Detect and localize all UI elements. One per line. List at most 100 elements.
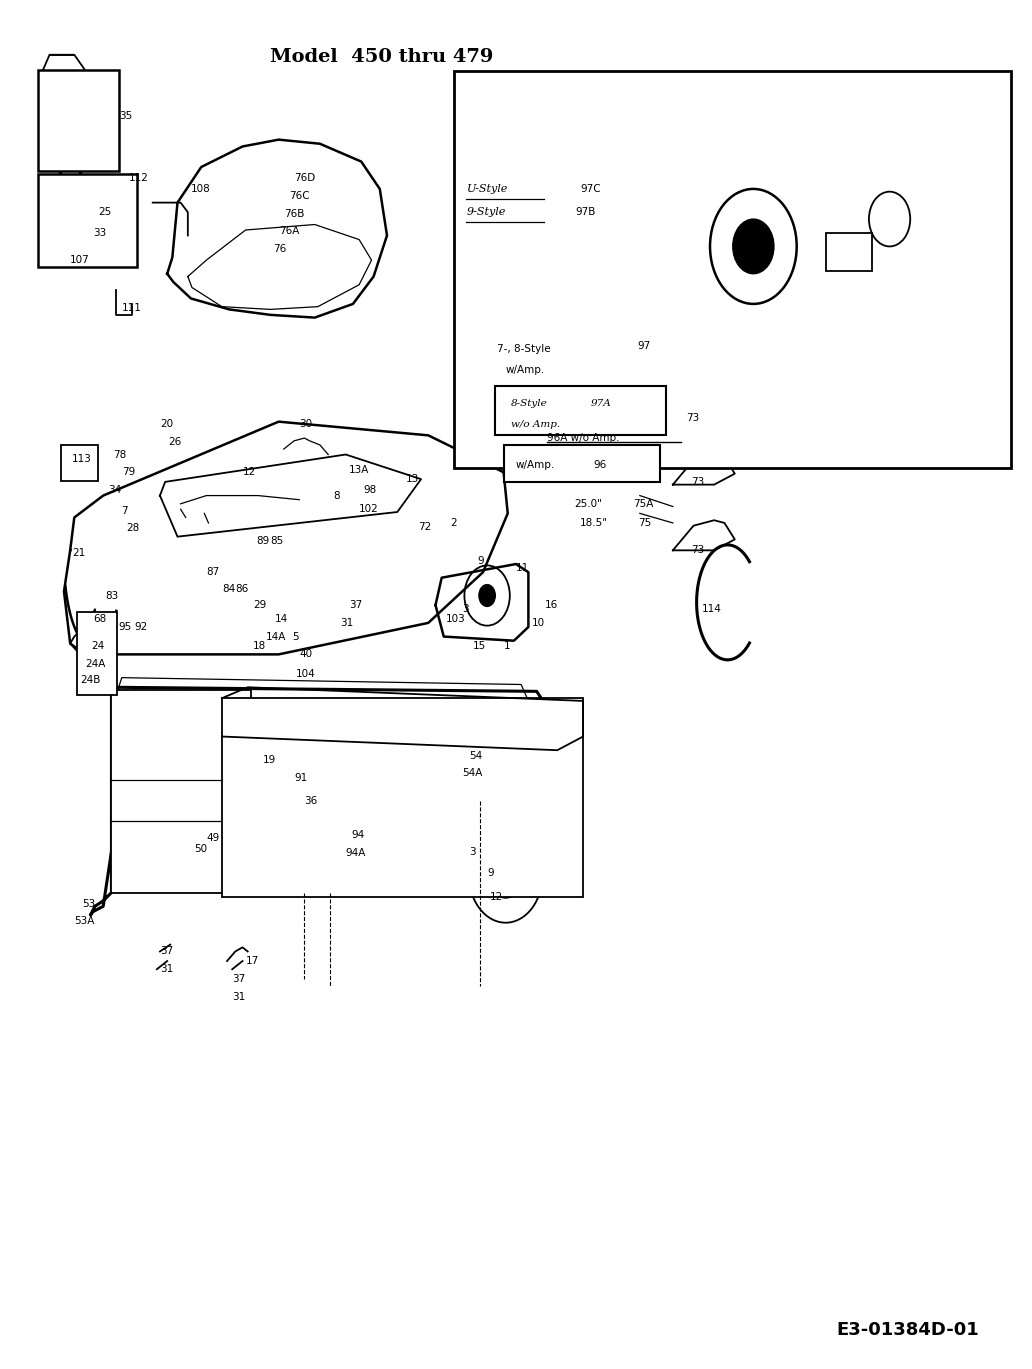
Text: 53A: 53A (74, 916, 95, 927)
Text: 31: 31 (160, 964, 173, 975)
Text: 98: 98 (363, 485, 377, 496)
Text: 9-Style: 9-Style (466, 207, 506, 218)
Text: 2: 2 (450, 517, 456, 528)
Text: 13A: 13A (349, 464, 369, 475)
Text: 72: 72 (418, 522, 431, 533)
Text: 73: 73 (691, 476, 705, 487)
Text: 102: 102 (359, 504, 379, 515)
Text: 111: 111 (122, 303, 141, 314)
Text: 76: 76 (273, 244, 287, 255)
Text: 10: 10 (531, 617, 545, 628)
FancyBboxPatch shape (38, 174, 137, 267)
Text: 78: 78 (114, 449, 127, 460)
Text: 24B: 24B (80, 675, 101, 686)
Bar (222, 698, 583, 897)
Text: 3: 3 (462, 604, 469, 615)
Text: 95: 95 (119, 622, 132, 632)
Text: 114: 114 (702, 604, 721, 615)
Text: 12: 12 (243, 467, 256, 478)
Text: 28: 28 (126, 523, 139, 534)
Text: 24: 24 (91, 641, 104, 652)
Text: 24A: 24A (86, 658, 106, 669)
Text: 9: 9 (487, 868, 493, 879)
Bar (495, 386, 666, 435)
Text: 54: 54 (470, 750, 483, 761)
Text: 34: 34 (108, 485, 122, 496)
Text: 68: 68 (93, 613, 106, 624)
Text: 76C: 76C (289, 190, 310, 201)
FancyBboxPatch shape (77, 612, 117, 695)
FancyBboxPatch shape (61, 445, 98, 481)
Text: U-Style: U-Style (466, 183, 508, 194)
Text: 16: 16 (545, 600, 558, 611)
Text: 19: 19 (263, 754, 277, 765)
Text: 50: 50 (194, 843, 207, 854)
Text: 18: 18 (253, 641, 266, 652)
Bar (826, 233, 872, 271)
Bar (454, 71, 1011, 468)
Text: 8-Style: 8-Style (511, 400, 548, 408)
Text: 84: 84 (222, 583, 235, 594)
Text: 96A w/o Amp.: 96A w/o Amp. (547, 433, 619, 444)
Text: 97B: 97B (576, 207, 596, 218)
Text: 14: 14 (275, 613, 288, 624)
Text: 54A: 54A (462, 768, 483, 779)
Text: 5: 5 (292, 631, 298, 642)
Text: 11: 11 (516, 563, 529, 574)
Text: 53: 53 (83, 898, 96, 909)
Text: 37: 37 (160, 946, 173, 957)
FancyBboxPatch shape (38, 70, 119, 171)
Text: 1: 1 (504, 641, 510, 652)
Text: 14A: 14A (266, 631, 287, 642)
Text: 7-, 8-Style: 7-, 8-Style (497, 344, 551, 355)
Text: 12: 12 (490, 891, 504, 902)
Text: 25.0": 25.0" (574, 498, 602, 509)
Text: 75A: 75A (633, 498, 653, 509)
Text: 25: 25 (98, 207, 111, 218)
Text: 112: 112 (129, 172, 149, 183)
Text: 87: 87 (206, 567, 220, 578)
Text: 31: 31 (341, 617, 354, 628)
Text: 97A: 97A (590, 400, 611, 408)
Text: 21: 21 (72, 548, 86, 559)
Text: 37: 37 (349, 600, 362, 611)
Text: 17: 17 (246, 956, 259, 967)
Text: 9: 9 (478, 556, 484, 567)
Text: 103: 103 (446, 613, 465, 624)
Text: 108: 108 (191, 183, 211, 194)
Circle shape (479, 585, 495, 606)
Text: 49: 49 (206, 832, 220, 843)
Text: w/Amp.: w/Amp. (516, 460, 555, 471)
Text: 89: 89 (256, 535, 269, 546)
Text: 7: 7 (121, 505, 127, 516)
Text: 83: 83 (105, 590, 119, 601)
Text: 91: 91 (294, 772, 308, 783)
Text: 35: 35 (119, 111, 132, 122)
Text: 33: 33 (93, 227, 106, 238)
Text: 15: 15 (473, 641, 486, 652)
Text: 96: 96 (593, 460, 607, 471)
Circle shape (733, 219, 774, 274)
Text: w/Amp.: w/Amp. (506, 364, 545, 375)
Text: 73: 73 (691, 545, 705, 556)
Text: 85: 85 (270, 535, 284, 546)
Text: 31: 31 (232, 991, 246, 1002)
Text: 79: 79 (122, 467, 135, 478)
Text: 36: 36 (304, 795, 318, 806)
Text: 29: 29 (253, 600, 266, 611)
Text: 26: 26 (168, 437, 182, 448)
Text: 37: 37 (232, 973, 246, 984)
Text: 104: 104 (296, 668, 316, 679)
Text: 75: 75 (638, 517, 651, 528)
Text: w/o Amp.: w/o Amp. (511, 420, 560, 428)
Text: 8: 8 (333, 490, 340, 501)
Text: Model  450 thru 479: Model 450 thru 479 (270, 48, 493, 66)
Text: 107: 107 (70, 255, 90, 266)
Text: 76A: 76A (279, 226, 299, 237)
Text: 76B: 76B (284, 208, 304, 219)
Text: E3-01384D-01: E3-01384D-01 (837, 1321, 979, 1339)
Text: 94A: 94A (346, 847, 366, 858)
Bar (504, 445, 660, 482)
Text: 30: 30 (299, 419, 313, 430)
Text: 73: 73 (686, 412, 700, 423)
